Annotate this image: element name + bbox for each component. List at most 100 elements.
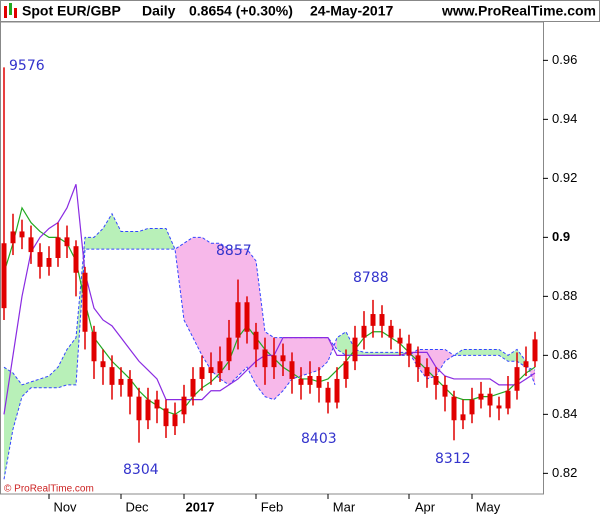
- candle-body: [163, 408, 169, 427]
- candle-body: [271, 355, 277, 368]
- candle-body: [154, 399, 160, 409]
- candle-body: [397, 337, 403, 344]
- copyright: © ProRealTime.com: [4, 484, 94, 495]
- candle-body: [415, 355, 421, 368]
- cloud-segment: [481, 349, 490, 356]
- cloud-segment: [103, 213, 112, 250]
- cloud-segment: [130, 231, 139, 250]
- candle-body: [37, 252, 43, 267]
- candle-body: [424, 367, 430, 376]
- candle-body: [280, 355, 286, 362]
- candle-body: [55, 237, 61, 258]
- cloud-segment: [238, 249, 247, 376]
- y-tick-label: 0.96: [552, 52, 577, 67]
- candle-body: [1, 243, 7, 309]
- candle-body: [244, 302, 250, 332]
- candle-body: [334, 378, 340, 403]
- cloud-segment: [391, 352, 400, 356]
- candle-body: [514, 367, 520, 391]
- candle-body: [109, 367, 115, 385]
- indicator-line: [3, 184, 536, 415]
- candle-body: [82, 272, 88, 332]
- cloud-segment: [112, 213, 121, 250]
- cloud-segment: [463, 349, 472, 356]
- cloud-segment: [94, 228, 103, 250]
- quote: 0.8654 (+0.30%): [189, 3, 293, 19]
- cloud-segment: [139, 228, 148, 250]
- cloud-segment: [157, 228, 166, 250]
- annotation: 8403: [301, 431, 337, 447]
- cloud-segment: [301, 337, 310, 376]
- candle-body: [370, 314, 376, 326]
- x-tick-label: Mar: [333, 499, 356, 514]
- cloud-segment: [472, 349, 481, 356]
- candle-body: [199, 367, 205, 379]
- candle-body: [289, 361, 295, 379]
- x-tick-label: Nov: [53, 499, 77, 514]
- cloud-segment: [121, 231, 130, 250]
- cloud-segment: [148, 228, 157, 250]
- cloud-segment: [310, 337, 319, 374]
- cloud-segment: [202, 237, 211, 371]
- plot-frame: [0, 21, 544, 495]
- cloud-segment: [13, 373, 22, 430]
- candle-body: [352, 337, 358, 362]
- candle-body: [172, 414, 178, 427]
- candle-body: [433, 376, 439, 385]
- plot-area: [1, 67, 538, 480]
- candle-body: [442, 384, 448, 397]
- annotation: 8304: [123, 462, 159, 478]
- candle-body: [46, 258, 52, 267]
- candle-body: [73, 246, 79, 273]
- candle-body: [217, 361, 223, 374]
- candle-body: [532, 339, 538, 362]
- candle-body: [379, 314, 385, 326]
- annotation: 8312: [435, 451, 471, 467]
- source: www.ProRealTime.com: [441, 3, 596, 19]
- x-tick-label: Apr: [415, 499, 436, 514]
- candle-body: [451, 396, 457, 421]
- cloud-segment: [22, 381, 31, 397]
- y-tick-label: 0.9: [552, 229, 570, 244]
- cloud-segment: [499, 349, 508, 362]
- candle-body: [253, 331, 259, 350]
- cloud-segment: [337, 331, 346, 356]
- annotation: 9576: [9, 58, 45, 74]
- cloud-segment: [265, 331, 274, 400]
- cloud-segment: [184, 237, 193, 338]
- candle-body: [136, 396, 142, 421]
- candle-body: [127, 378, 133, 397]
- candle-body: [19, 231, 25, 238]
- cloud-segment: [49, 367, 58, 388]
- candle-body: [307, 376, 313, 385]
- candle-body: [226, 337, 232, 362]
- candle-body: [208, 367, 214, 374]
- cloud-segment: [373, 352, 382, 356]
- candle-body: [523, 361, 529, 368]
- cloud-segment: [274, 337, 283, 400]
- symbol: Spot EUR/GBP: [22, 3, 121, 19]
- candle-body: [361, 325, 367, 338]
- candle-body: [505, 390, 511, 409]
- candle-body: [235, 302, 241, 338]
- candle-body: [64, 237, 70, 247]
- cloud-segment: [526, 361, 535, 385]
- candle-body: [262, 349, 268, 368]
- cloud-segment: [445, 349, 454, 362]
- x-tick-label: Feb: [261, 499, 283, 514]
- annotation: 8857: [216, 243, 252, 259]
- candle-body: [118, 378, 124, 385]
- candle-body: [145, 399, 151, 421]
- cloud-line: [3, 212, 536, 401]
- x-tick-label: May: [476, 499, 501, 514]
- cloud-line: [3, 236, 536, 480]
- cloud-segment: [58, 349, 67, 388]
- y-tick-label: 0.92: [552, 170, 577, 185]
- cloud-segment: [193, 237, 202, 356]
- candle-body: [406, 343, 412, 356]
- candle-body: [325, 387, 331, 403]
- candle-body: [487, 393, 493, 406]
- candle-body: [100, 361, 106, 368]
